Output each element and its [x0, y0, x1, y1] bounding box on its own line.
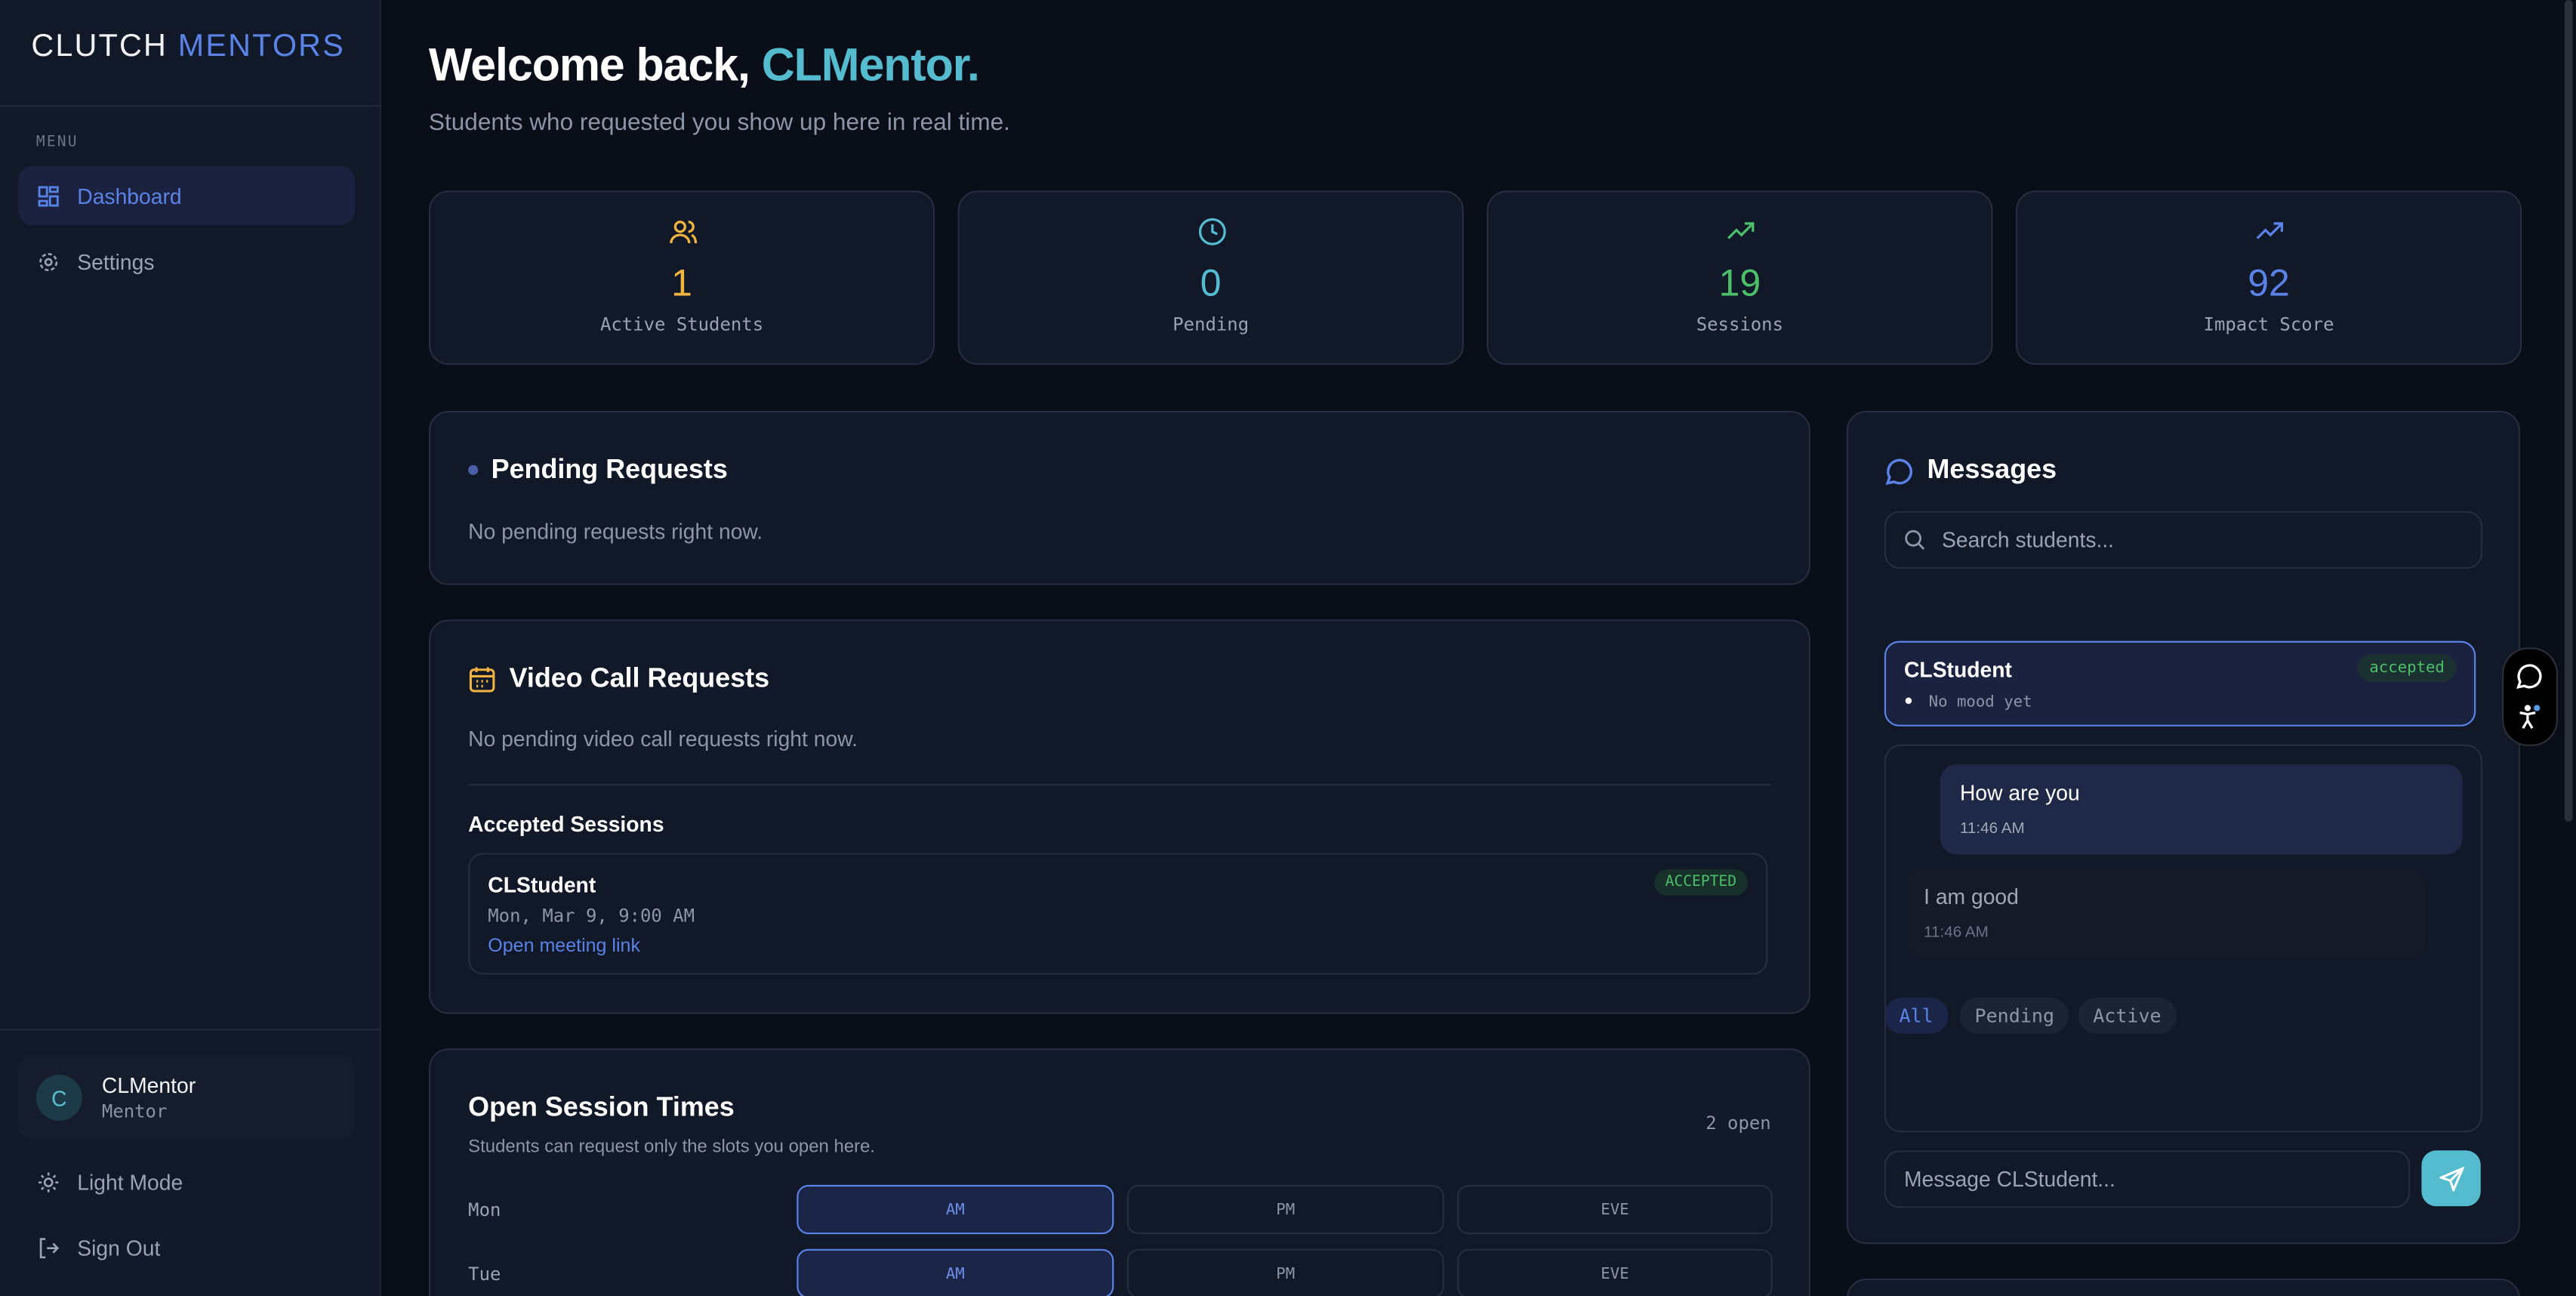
- clock-icon: [1198, 218, 1226, 245]
- sign-out-button[interactable]: Sign Out: [18, 1217, 355, 1276]
- message-circle-icon: [1885, 458, 1912, 486]
- slot-mon-am[interactable]: AM: [797, 1184, 1114, 1235]
- contact-item[interactable]: CLStudent accepted ● No mood yet: [1884, 640, 2476, 727]
- user-role: Mentor: [101, 1100, 168, 1123]
- trending-up-icon: [2256, 222, 2284, 239]
- open-session-times-card: Open Session Times Students can request …: [428, 1048, 1810, 1296]
- chat-thread: How are you 11:46 AM I am good 11:46 AM: [1884, 744, 2482, 1133]
- stat-pending: 0 Pending: [957, 190, 1464, 366]
- status-badge: ACCEPTED: [1653, 869, 1749, 896]
- slot-tue-eve[interactable]: EVE: [1457, 1248, 1773, 1296]
- slot-tue-am[interactable]: AM: [797, 1248, 1114, 1296]
- stat-sessions: 19 Sessions: [1487, 190, 1993, 366]
- pending-requests-card: Pending Requests No pending requests rig…: [428, 411, 1810, 585]
- users-icon: [670, 221, 698, 244]
- divider: [0, 105, 380, 107]
- session-item: CLStudent Mon, Mar 9, 9:00 AM Open meeti…: [468, 853, 1768, 975]
- message-sent: How are you 11:46 AM: [1940, 764, 2463, 855]
- user-name: CLMentor: [101, 1072, 196, 1098]
- status-badge: accepted: [2358, 654, 2457, 683]
- video-call-card: Video Call Requests No pending video cal…: [428, 619, 1810, 1014]
- status-dot: [468, 464, 479, 475]
- grid-icon: [38, 185, 59, 206]
- divider: [0, 1029, 380, 1031]
- accessibility-icon[interactable]: [2515, 703, 2543, 731]
- stat-active-students: 1 Active Students: [428, 190, 935, 366]
- page-subtitle: Students who requested you show up here …: [428, 110, 1010, 137]
- slot-tue-pm[interactable]: PM: [1126, 1248, 1444, 1296]
- stat-impact-score: 92 Impact Score: [2015, 190, 2522, 366]
- sidebar-item-dashboard[interactable]: Dashboard: [17, 165, 356, 226]
- search-input[interactable]: Search students...: [1884, 511, 2482, 569]
- filter-all[interactable]: All: [1884, 997, 1949, 1034]
- next-card: [1846, 1278, 2520, 1296]
- divider: [468, 783, 1771, 786]
- gear-icon: [39, 251, 58, 271]
- trending-up-icon: [1727, 222, 1755, 239]
- thought-bubble-icon: ●: [1903, 692, 1913, 708]
- send-button[interactable]: [2421, 1150, 2481, 1207]
- filter-active[interactable]: Active: [2078, 997, 2177, 1034]
- floating-widget: [2502, 647, 2559, 746]
- scrollbar[interactable]: [2564, 0, 2573, 822]
- filter-pending[interactable]: Pending: [1959, 997, 2069, 1034]
- avatar: C: [35, 1075, 82, 1122]
- menu-label: MENU: [35, 134, 79, 152]
- message-received: I am good 11:46 AM: [1907, 869, 2425, 958]
- logo: CLUTCH MENTORS: [31, 29, 345, 64]
- slot-mon-pm[interactable]: PM: [1126, 1184, 1444, 1235]
- slot-mon-eve[interactable]: EVE: [1457, 1184, 1773, 1235]
- sign-out-icon: [39, 1237, 60, 1258]
- light-mode-button[interactable]: Light Mode: [18, 1152, 355, 1211]
- message-input[interactable]: Message CLStudent...: [1884, 1150, 2411, 1208]
- meeting-link[interactable]: Open meeting link: [488, 937, 640, 957]
- open-count: 2 open: [1706, 1112, 1771, 1134]
- sidebar-item-label: Dashboard: [77, 183, 182, 208]
- user-profile[interactable]: C CLMentor Mentor: [17, 1054, 356, 1139]
- chat-icon[interactable]: [2515, 662, 2543, 690]
- messages-card: Messages Search students... All Pending …: [1846, 411, 2520, 1245]
- calendar-icon: [469, 667, 495, 693]
- send-icon: [2439, 1165, 2464, 1191]
- sun-icon: [39, 1171, 59, 1192]
- sidebar-item-settings[interactable]: Settings: [18, 232, 355, 291]
- sidebar-item-label: Settings: [77, 248, 155, 274]
- page-title: Welcome back, CLMentor.: [428, 39, 980, 91]
- sidebar: CLUTCH MENTORS MENU Dashboard Settings C…: [0, 0, 381, 1296]
- search-icon: [1905, 529, 1925, 550]
